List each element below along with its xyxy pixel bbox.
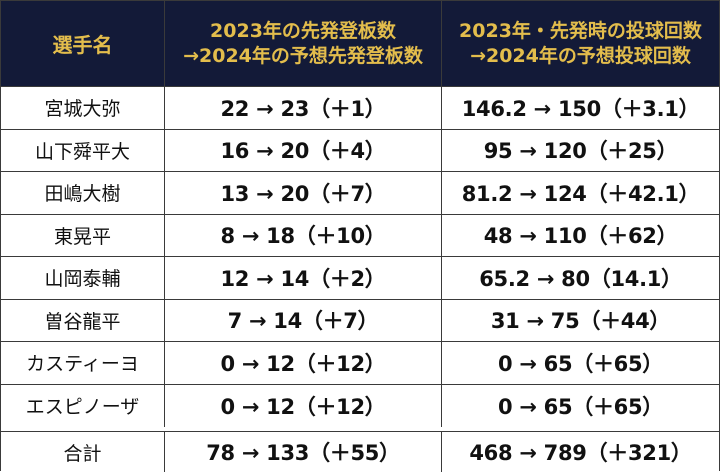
innings-value: 146.2 → 150（＋3.1） bbox=[461, 96, 700, 121]
table-row: 田嶋大樹 13 → 20（＋7） 81.2 → 124（＋42.1） bbox=[1, 172, 719, 215]
innings-value: 65.2 → 80（14.1） bbox=[479, 266, 682, 291]
header-innings-line1: 2023年・先発時の投球回数 bbox=[459, 19, 702, 42]
table-row: エスピノーザ 0 → 12（＋12） 0 → 65（＋65） bbox=[1, 384, 719, 427]
table-header: 選手名 2023年の先発登板数 →2024年の予想先発登板数 2023年・先発時… bbox=[1, 1, 719, 87]
innings-value: 95 → 120（＋25） bbox=[483, 139, 678, 164]
total-starts: 78 → 133（＋55） bbox=[165, 432, 442, 472]
player-name: 山下舜平大 bbox=[1, 129, 165, 171]
player-name: 東晃平 bbox=[1, 214, 165, 256]
starts-value: 16 → 20（＋4） bbox=[165, 129, 442, 171]
player-name: 宮城大弥 bbox=[1, 87, 165, 129]
table-row: 曽谷龍平 7 → 14（＋7） 31 → 75（＋44） bbox=[1, 299, 719, 342]
table-row: 東晃平 8 → 18（＋10） 48 → 110（＋62） bbox=[1, 214, 719, 257]
table-row: 山下舜平大 16 → 20（＋4） 95 → 120（＋25） bbox=[1, 129, 719, 172]
player-name: 曽谷龍平 bbox=[1, 299, 165, 341]
starts-value: 13 → 20（＋7） bbox=[165, 172, 442, 214]
player-name: 山岡泰輔 bbox=[1, 257, 165, 299]
innings-value: 0 → 65（＋65） bbox=[498, 351, 663, 376]
starts-value: 0 → 12（＋12） bbox=[165, 384, 442, 427]
header-innings: 2023年・先発時の投球回数 →2024年の予想投球回数 bbox=[442, 1, 719, 86]
innings-value: 48 → 110（＋62） bbox=[483, 224, 678, 249]
player-name: 田嶋大樹 bbox=[1, 172, 165, 214]
starts-value: 0 → 12（＋12） bbox=[165, 342, 442, 384]
player-name: エスピノーザ bbox=[1, 384, 165, 427]
header-starts-line1: 2023年の先発登板数 bbox=[210, 19, 396, 42]
header-starts: 2023年の先発登板数 →2024年の予想先発登板数 bbox=[165, 1, 442, 86]
starts-value: 22 → 23（＋1） bbox=[165, 87, 442, 129]
table-row: 山岡泰輔 12 → 14（＋2） 65.2 → 80（14.1） bbox=[1, 257, 719, 300]
innings-value: 0 → 65（＋65） bbox=[498, 394, 663, 419]
total-innings: 468 → 789（＋321） bbox=[469, 441, 692, 465]
innings-value: 31 → 75（＋44） bbox=[490, 309, 671, 334]
total-row: 合計 78 → 133（＋55） 468 → 789（＋321） bbox=[1, 431, 719, 472]
header-innings-line2: →2024年の予想投球回数 bbox=[470, 44, 691, 67]
header-player-name: 選手名 bbox=[1, 1, 165, 86]
table-row: カスティーヨ 0 → 12（＋12） 0 → 65（＋65） bbox=[1, 342, 719, 385]
total-label: 合計 bbox=[1, 432, 165, 472]
starts-value: 8 → 18（＋10） bbox=[165, 214, 442, 256]
starts-value: 12 → 14（＋2） bbox=[165, 257, 442, 299]
header-starts-line2: →2024年の予想先発登板数 bbox=[183, 44, 423, 67]
innings-value: 81.2 → 124（＋42.1） bbox=[461, 181, 700, 206]
player-name: カスティーヨ bbox=[1, 342, 165, 384]
starts-value: 7 → 14（＋7） bbox=[165, 299, 442, 341]
table-row: 宮城大弥 22 → 23（＋1） 146.2 → 150（＋3.1） bbox=[1, 87, 719, 130]
